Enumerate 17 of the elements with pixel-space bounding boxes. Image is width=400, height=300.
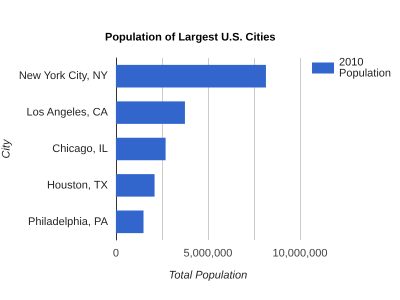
chart-title: Population of Largest U.S. Cities bbox=[105, 32, 276, 44]
bar bbox=[116, 174, 155, 197]
x-tick-label: 5,000,000 bbox=[183, 248, 232, 260]
bar bbox=[116, 64, 266, 88]
bar bbox=[116, 101, 185, 124]
bar bbox=[116, 138, 166, 160]
legend-label: 2010 Population bbox=[339, 56, 392, 80]
y-tick-label: Los Angeles, CA bbox=[26, 106, 109, 119]
y-tick-label: Chicago, IL bbox=[52, 143, 108, 155]
bar bbox=[116, 210, 144, 234]
x-tick-label: 0 bbox=[112, 248, 119, 260]
y-tick-label: New York City, NY bbox=[18, 70, 109, 82]
x-axis-title: Total Population bbox=[168, 270, 248, 282]
x-tick-label: 10,000,000 bbox=[272, 248, 328, 260]
y-axis-title: City bbox=[0, 138, 12, 158]
y-tick-label: Houston, TX bbox=[46, 179, 109, 192]
y-tick-label: Philadelphia, PA bbox=[28, 216, 109, 228]
